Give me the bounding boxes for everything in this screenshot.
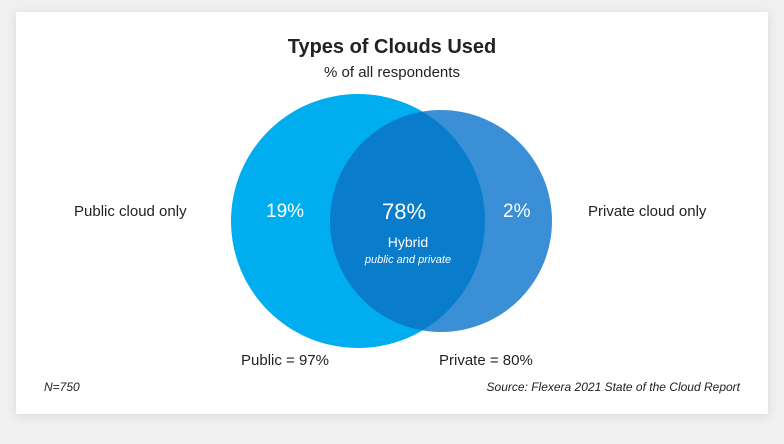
private-only-label: Private cloud only [588, 203, 707, 220]
public-only-value: 19% [266, 201, 305, 222]
source-note: Source: Flexera 2021 State of the Cloud … [486, 380, 740, 394]
hybrid-sublabel: public and private [364, 254, 452, 266]
private-only-value: 2% [503, 201, 531, 222]
private-total: Private = 80% [439, 352, 533, 369]
hybrid-overlap-region [330, 110, 485, 332]
public-only-label: Public cloud only [74, 203, 187, 220]
chart-title: Types of Clouds Used [287, 36, 497, 58]
sample-size-note: N=750 [44, 380, 80, 394]
chart-subtitle: % of all respondents [324, 64, 460, 81]
hybrid-value: 78% [382, 199, 427, 224]
hybrid-label: Hybrid [387, 234, 429, 250]
public-total: Public = 97% [241, 352, 329, 369]
